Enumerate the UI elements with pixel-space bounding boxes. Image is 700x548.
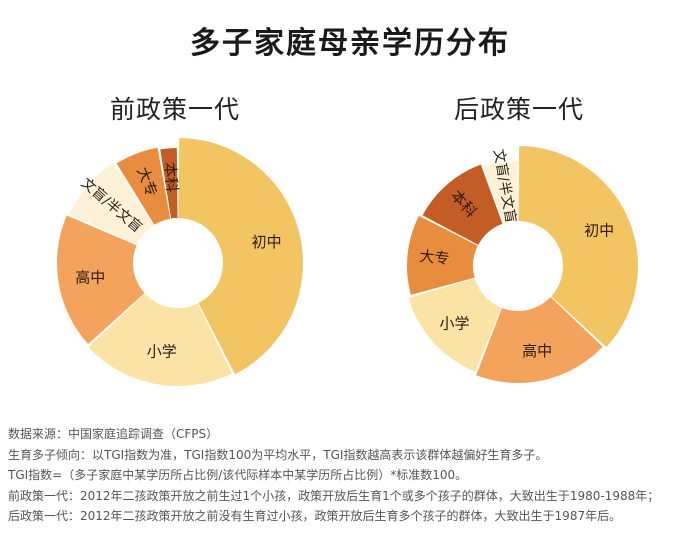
chart-title-left: 前政策一代: [110, 95, 241, 124]
donut-slice-right-4: [422, 164, 503, 245]
footnote-pre-policy: 前政策一代：2012年二孩政策开放之前生过1个小孩，政策开放后生育1个或多个孩子…: [8, 488, 660, 503]
page-title: 多子家庭母亲学历分布: [190, 26, 510, 61]
donut-slice-left-2: [56, 215, 145, 345]
slice-label-left-0: 初中: [252, 233, 282, 251]
footnotes: 数据来源：中国家庭追踪调查（CFPS） 生育多子倾向：以TGI指数为准，TGI指…: [8, 424, 698, 527]
slice-label-right-0: 初中: [584, 222, 614, 240]
footnote-tendency: 生育多子倾向：以TGI指数为准，TGI指数100为平均水平，TGI指数越高表示该…: [8, 447, 548, 462]
footnote-source: 数据来源：中国家庭追踪调查（CFPS）: [8, 427, 219, 441]
slice-label-right-1: 高中: [522, 342, 552, 360]
footnote-post-policy: 后政策一代：2012年二孩政策开放之前没有生育过小孩，政策开放后生育多个孩子的群…: [8, 509, 622, 523]
donut-slice-left-5: [160, 148, 178, 219]
donut-slice-left-0: [178, 138, 303, 375]
slice-label-left-1: 小学: [147, 343, 177, 361]
slice-label-left-5: 本科: [161, 162, 181, 193]
slice-label-left-2: 高中: [75, 269, 105, 287]
donut-slice-right-0: [518, 146, 639, 348]
footnote-tgi: TGI指数=（多子家庭中某学历所占比例/该代际样本中某学历所占比例）*标准数10…: [8, 468, 468, 482]
slice-label-right-3: 大专: [419, 247, 451, 268]
donut-slice-left-1: [88, 293, 232, 386]
chart-title-right: 后政策一代: [454, 95, 585, 124]
donut-slice-right-1: [476, 297, 603, 383]
slice-label-right-2: 小学: [440, 314, 470, 332]
donut-slice-left-4: [116, 147, 171, 225]
donut-slice-right-2: [408, 278, 502, 372]
donut-slice-left-3: [69, 162, 154, 245]
donut-slice-right-5: [483, 161, 518, 224]
donut-slice-right-3: [406, 215, 478, 295]
